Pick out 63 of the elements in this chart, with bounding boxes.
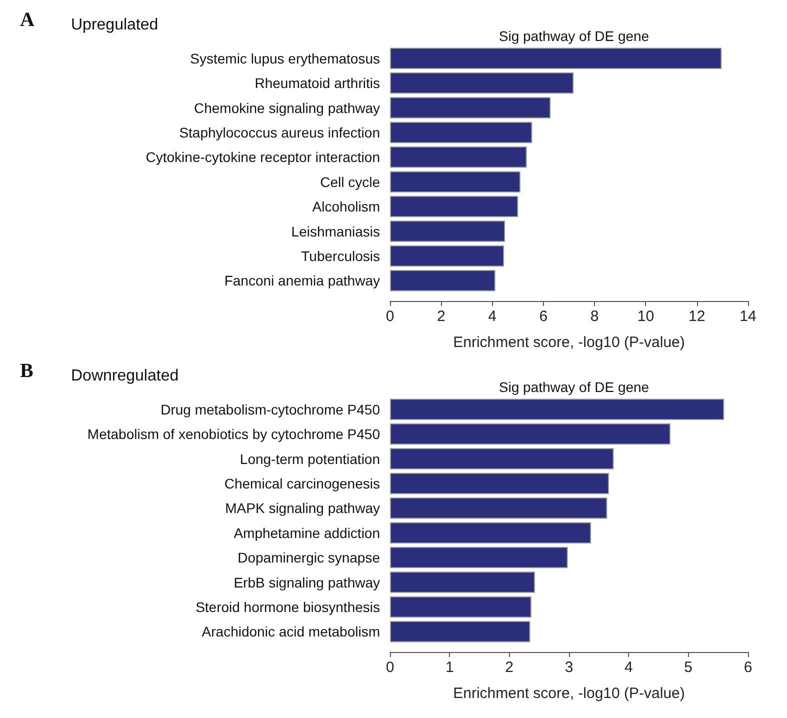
x-tick-label: 14 <box>740 308 756 325</box>
x-tick-label: 3 <box>564 659 574 676</box>
x-tick-label: 2 <box>436 308 446 325</box>
y-tick-label: ErbB signaling pathway <box>234 574 380 590</box>
text: A <box>20 9 35 31</box>
y-tick-label: Leishmaniasis <box>291 223 380 240</box>
text: B <box>20 360 34 382</box>
x-tick-label: 6 <box>539 308 548 325</box>
y-tick-label: MAPK signaling pathway <box>225 500 380 516</box>
x-axis-title: Enrichment score, -log10 (P-value) <box>453 685 685 702</box>
x-tick-label: 4 <box>488 308 496 325</box>
x-tick-label: 1 <box>445 659 454 676</box>
bar <box>390 572 535 593</box>
y-tick-label: Dopaminergic synapse <box>238 550 380 566</box>
y-tick-label: Cytokine-cytokine receptor interaction <box>146 149 380 166</box>
bar <box>390 97 551 118</box>
chart-subtitle: Sig pathway of DE gene <box>498 28 650 44</box>
x-tick-label: 6 <box>744 659 752 676</box>
x-tick-label: 12 <box>688 308 706 325</box>
bar <box>390 220 506 242</box>
bar <box>390 423 670 445</box>
x-tick-label: 10 <box>637 308 654 325</box>
bar <box>390 122 532 144</box>
x-tick-label: 2 <box>505 659 514 676</box>
y-tick-label: Systemic lupus erythematosus <box>190 50 380 66</box>
bar <box>390 472 609 494</box>
y-tick-label: Chemokine signaling pathway <box>194 100 380 116</box>
bar <box>390 171 520 192</box>
text: Upregulated <box>71 16 158 34</box>
bar <box>390 72 574 94</box>
y-tick-label: Tuberculosis <box>301 248 380 264</box>
x-tick-label: 0 <box>386 659 394 676</box>
x-tick-label: 4 <box>624 659 633 676</box>
y-tick-label: Alcoholism <box>312 198 380 215</box>
y-tick-label: Chemical carcinogenesis <box>224 475 380 492</box>
bar <box>390 48 722 69</box>
y-tick-label: Amphetamine addiction <box>234 524 380 541</box>
bar <box>390 398 724 420</box>
y-tick-label: Arachidonic acid metabolism <box>202 624 380 640</box>
y-tick-label: Rheumatoid arthritis <box>254 75 380 92</box>
x-tick-label: 5 <box>684 659 693 676</box>
bar <box>390 546 568 568</box>
y-tick-label: Long-term potentiation <box>240 450 380 467</box>
bar <box>390 621 530 642</box>
chart-subtitle: Sig pathway of DE gene <box>498 379 650 395</box>
bar <box>390 196 518 218</box>
y-tick-label: Metabolism of xenobiotics by cytochrome P450 <box>87 426 380 442</box>
bar <box>390 146 527 168</box>
bar <box>390 245 504 267</box>
y-tick-label: Cell cycle <box>320 174 380 190</box>
x-axis-title: Enrichment score, -log10 (P-value) <box>453 334 685 351</box>
y-tick-label: Fanconi anemia pathway <box>224 272 380 289</box>
bar <box>390 448 614 470</box>
bar <box>390 596 532 618</box>
x-tick-label: 8 <box>590 308 599 325</box>
bar <box>390 270 496 292</box>
text: Downregulated <box>71 368 179 384</box>
bar <box>390 522 592 544</box>
bar <box>390 498 608 519</box>
y-tick-label: Steroid hormone biosynthesis <box>196 598 380 615</box>
y-tick-label: Staphylococcus aureus infection <box>179 124 380 140</box>
x-tick-label: 0 <box>386 308 394 325</box>
y-tick-label: Drug metabolism-cytochrome P450 <box>160 401 380 418</box>
